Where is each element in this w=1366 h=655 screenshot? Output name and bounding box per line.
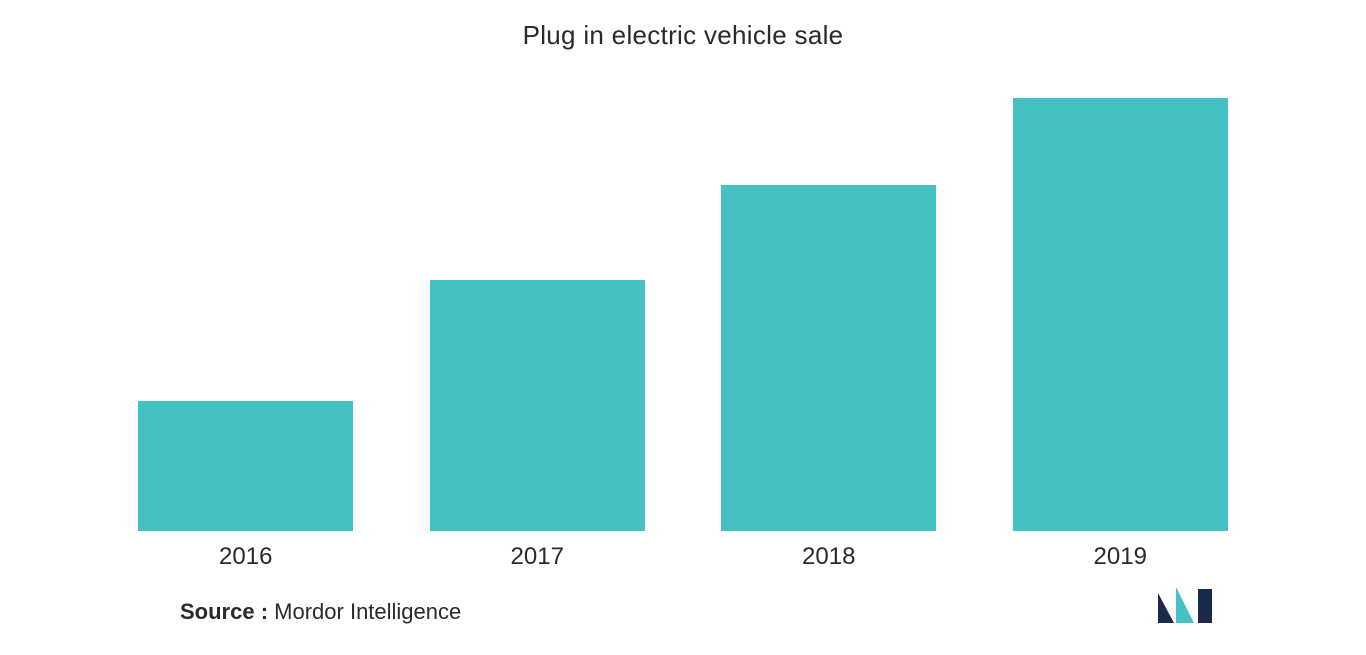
x-label: 2016 <box>100 543 392 571</box>
bar-2019 <box>1013 98 1228 531</box>
bar-group <box>100 81 392 531</box>
x-label: 2017 <box>392 543 684 571</box>
bar-chart: Plug in electric vehicle sale 2016 2017 … <box>0 0 1366 655</box>
x-label: 2018 <box>683 543 975 571</box>
source-attribution: Source : Mordor Intelligence <box>180 599 461 625</box>
bar-group <box>683 81 975 531</box>
bar-2018 <box>721 185 936 531</box>
bar-2016 <box>138 401 353 531</box>
source-value: Mordor Intelligence <box>274 599 461 624</box>
plot-area <box>60 81 1306 531</box>
mordor-logo-icon <box>1156 585 1216 625</box>
bar-group <box>392 81 684 531</box>
x-axis-labels: 2016 2017 2018 2019 <box>60 531 1306 571</box>
chart-title: Plug in electric vehicle sale <box>60 20 1306 51</box>
x-label: 2019 <box>975 543 1267 571</box>
source-label: Source : <box>180 599 268 624</box>
bar-group <box>975 81 1267 531</box>
bar-2017 <box>430 280 645 531</box>
